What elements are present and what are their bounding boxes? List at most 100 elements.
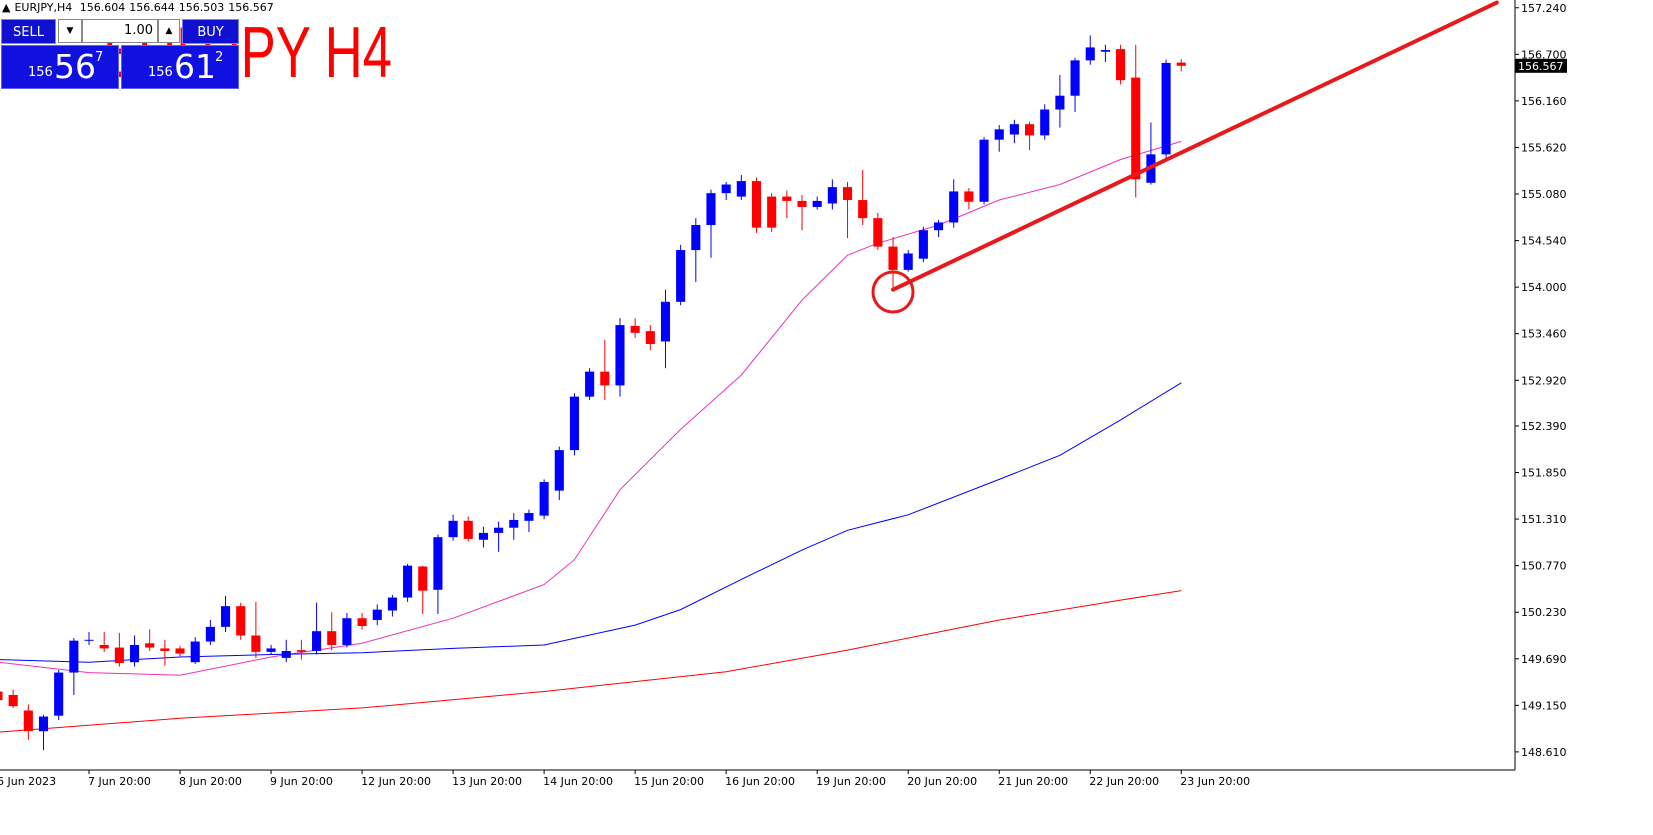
x-tick-label: 7 Jun 20:00 [88, 775, 151, 788]
y-tick-label: 149.150 [1521, 699, 1567, 712]
one-click-trading: SELL ▼ 1.00 ▲ BUY 156 56 7 156 61 2 [0, 19, 240, 89]
candle-body [114, 647, 124, 664]
ask-point: 2 [215, 50, 224, 65]
y-tick-label: 154.540 [1521, 235, 1567, 248]
y-tick-label: 149.690 [1521, 653, 1567, 666]
candle-body [827, 187, 837, 204]
candle-body [691, 225, 701, 251]
candle-body [509, 519, 519, 528]
candle-body [1176, 62, 1186, 66]
candle-body [979, 139, 989, 202]
ohlc-low: 156.503 [178, 1, 225, 14]
candle-body [190, 641, 200, 663]
candle-body [387, 597, 397, 611]
moving-average [0, 382, 1182, 663]
candle-body [357, 618, 367, 627]
y-tick-label: 157.240 [1521, 2, 1567, 15]
plot [0, 0, 1499, 751]
lot-up[interactable]: ▲ [158, 19, 180, 43]
candle-body [858, 200, 868, 219]
candle-body [994, 129, 1004, 140]
candle-body [782, 196, 792, 201]
candle-body [418, 566, 428, 591]
y-tick-label: 153.460 [1521, 328, 1567, 341]
candle-body [99, 644, 109, 649]
candle-body [554, 450, 564, 491]
candle-body [448, 520, 458, 538]
candle-body [494, 527, 504, 533]
y-tick-label: 148.610 [1521, 746, 1567, 759]
candle-body [585, 371, 595, 397]
candle-body [706, 193, 716, 226]
candle-body [842, 187, 853, 201]
symbol-header: ▲ EURJPY,H4 156.604 156.644 156.503 156.567 [2, 1, 278, 14]
candle-body [645, 331, 655, 345]
x-tick-label: 22 Jun 20:00 [1089, 775, 1159, 788]
candle-body [949, 191, 959, 223]
y-tick-label: 151.310 [1521, 513, 1567, 526]
candle-body [1009, 124, 1019, 135]
candle-body [888, 246, 898, 270]
triangle: ▲ [2, 1, 11, 14]
candle-body [736, 181, 746, 197]
candle-body [751, 181, 762, 228]
candle-body [342, 618, 352, 645]
ask-quote[interactable]: 156 61 2 [121, 45, 239, 89]
y-tick-label: 154.000 [1521, 281, 1567, 294]
symbol: EURJPY,H4 [14, 1, 73, 14]
candle-body [266, 648, 276, 652]
x-tick-label: 23 Jun 20:00 [1180, 775, 1250, 788]
candle-body [918, 230, 928, 259]
candle-body [251, 635, 261, 652]
y-tick-label: 152.390 [1521, 420, 1567, 433]
y-tick-label: 150.770 [1521, 560, 1567, 573]
candle-body [1131, 77, 1141, 180]
candle-body [812, 200, 822, 207]
candle-body [129, 644, 140, 663]
sell-button[interactable]: SELL [1, 19, 56, 44]
candle-body [84, 639, 94, 641]
x-tick-label: 20 Jun 20:00 [907, 775, 977, 788]
candle-body [478, 532, 488, 540]
ask-big: 156 [148, 65, 173, 80]
candle-body [236, 606, 246, 636]
candle-body [721, 184, 731, 194]
buy-button[interactable]: BUY [182, 19, 239, 44]
candle-body [1055, 95, 1065, 110]
y-tick-label: 152.920 [1521, 374, 1567, 387]
candle-body [1100, 50, 1110, 52]
candle-body [175, 648, 185, 654]
candle-body [676, 250, 686, 302]
candle-body [54, 672, 64, 716]
x-tick-label: 12 Jun 20:00 [361, 775, 431, 788]
candle-body [964, 191, 974, 202]
candle-body [220, 606, 231, 627]
candle-body [797, 200, 807, 207]
candle-body [1085, 47, 1095, 61]
candle-body [524, 513, 534, 521]
x-tick-label: 16 Jun 20:00 [725, 775, 795, 788]
x-tick-label: 13 Jun 20:00 [452, 775, 522, 788]
candle-body [281, 651, 291, 658]
candle-body [873, 218, 883, 247]
lot-input[interactable]: 1.00 [82, 19, 158, 43]
candle-body [403, 565, 413, 598]
bid-quote[interactable]: 156 56 7 [1, 45, 119, 89]
x-tick-label: 8 Jun 20:00 [179, 775, 242, 788]
candle-body [767, 196, 777, 228]
lot-down[interactable]: ▼ [58, 19, 82, 43]
candle-body [600, 371, 610, 386]
candle-body [569, 396, 580, 451]
candle-body [38, 716, 49, 732]
candle-body [296, 650, 306, 652]
candle-body [433, 537, 443, 590]
candle-body [145, 643, 155, 648]
moving-average [0, 140, 1182, 676]
bid-point: 7 [95, 50, 104, 65]
ask-pips: 61 [174, 47, 216, 86]
y-tick-label: 151.850 [1521, 467, 1567, 480]
candle-body [615, 325, 625, 386]
candle-body [463, 520, 473, 539]
